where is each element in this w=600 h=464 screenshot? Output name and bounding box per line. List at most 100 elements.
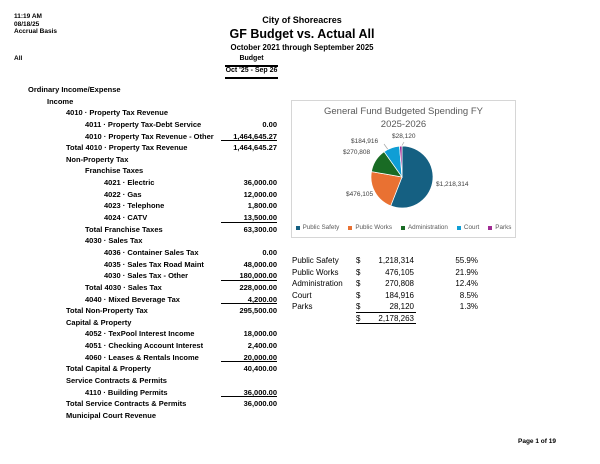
report-row: 4022 · Gas 12,000.00 [0,189,290,201]
account-label: Franchise Taxes [85,166,144,176]
budget-amount: 12,000.00 [243,189,277,199]
account-label: Non-Property Tax [66,154,129,164]
legend-item-court: Court [456,224,479,231]
pie-label-administration: $270,808 [343,149,371,156]
report-row: 4036 · Container Sales Tax 0.00 [0,247,290,259]
summary-percent [416,313,478,325]
budget-amount: 0.00 [262,247,277,257]
legend-label: Parks [495,224,512,231]
column-rule-bottom [225,77,278,79]
account-label: Total Capital & Property [66,364,151,374]
summary-category: Public Works [292,267,339,277]
legend-marker [456,225,461,230]
account-label: 4060 · Leases & Rentals Income [85,352,199,362]
spending-pie-chart: General Fund Budgeted Spending FY 2025-2… [291,100,516,238]
report-row: Total 4010 · Property Tax Revenue 1,464,6… [0,142,290,154]
budget-amount: 0.00 [262,119,277,129]
account-label: Total Service Contracts & Permits [66,399,187,409]
report-row: 4051 · Checking Account Interest 2,400.00 [0,340,290,352]
legend-label: Public Safety [302,224,340,231]
budget-amount: 1,800.00 [247,201,277,211]
report-row: 4011 · Property Tax-Debt Service 0.00 [0,119,290,131]
budget-amount: 13,500.00 [221,212,277,223]
account-label: Capital & Property [66,317,132,327]
report-row: Total Franchise Taxes 63,300.00 [0,224,290,236]
summary-amount: 184,916 [385,290,414,300]
currency-symbol: $ [356,290,361,300]
summary-percent: 1.3% [459,302,478,311]
budget-amount: 20,000.00 [221,352,277,363]
summary-amount: 476,105 [385,267,414,277]
report-row: 4060 · Leases & Rentals Income 20,000.00 [0,352,290,364]
report-row: Capital & Property [0,317,290,329]
budget-amount: 36,000.00 [221,387,277,398]
legend-item-public-safety: Public Safety [295,224,340,231]
accounting-basis: Accrual Basis [14,28,57,36]
budget-amount: 40,400.00 [243,364,277,374]
budget-amount: 63,300.00 [243,224,277,234]
company-name: City of Shoreacres [262,15,342,25]
legend-marker [295,225,300,230]
currency-symbol: $ [356,302,361,311]
account-label: Service Contracts & Permits [66,376,167,386]
summary-amount: 1,218,314 [378,256,414,265]
summary-category: Court [292,290,312,300]
report-meta: 11:19 AM 08/18/25 Accrual Basis [14,13,57,36]
account-label: 4051 · Checking Account Interest [85,341,204,351]
report-row: Total Non-Property Tax 295,500.00 [0,305,290,317]
report-row: Non-Property Tax [0,154,290,166]
account-label: Ordinary Income/Expense [28,85,121,94]
report-row: 4030 · Sales Tax - Other 180,000.00 [0,270,290,282]
pie-slice-parks [399,145,403,178]
currency-symbol: $ [356,313,361,323]
account-label: 4022 · Gas [104,189,142,199]
budget-amount: 180,000.00 [221,270,277,281]
report-row: Total Capital & Property 40,400.00 [0,363,290,375]
column-header-budget: Budget [239,55,264,62]
report-row: 4021 · Electric 36,000.00 [0,177,290,189]
report-row: 4052 · TexPool Interest Income 18,000.00 [0,328,290,340]
pie-slice-public-safety [390,145,434,209]
summary-category: Administration [292,279,343,288]
spending-summary-table: Public Safety $1,218,314 55.9% Public Works… [292,255,478,324]
account-label: 4024 · CATV [104,213,148,223]
budget-amount: 1,464,645.27 [221,131,277,142]
column-rule-top [225,65,278,67]
account-label: 4023 · Telephone [104,201,165,211]
report-date: 08/18/25 [14,20,40,28]
legend-item-parks: Parks [488,224,511,231]
budget-amount: 295,500.00 [239,306,277,316]
account-label: 4040 · Mixed Beverage Tax [85,294,180,304]
account-label: Municipal Court Revenue [66,410,157,420]
summary-row: Public Works $476,105 21.9% [292,267,478,279]
page-number: Page 1 of 19 [518,438,556,445]
class-filter-label: All [14,55,23,62]
pie-label-public-works: $476,105 [346,191,374,198]
report-row: Income [0,96,290,108]
account-label: Income [47,96,74,106]
account-label: 4010 · Property Tax Revenue - Other [85,131,214,141]
pie-label-public-safety: $1,218,314 [436,181,469,188]
report-row: Ordinary Income/Expense [0,84,290,96]
report-time: 11:19 AM [14,13,42,20]
report-period: October 2021 through September 2025 [230,43,374,52]
summary-amount-group: $270,808 [356,278,416,290]
pie-label-parks: $28,120 [392,133,416,140]
summary-row: Administration $270,808 12.4% [292,278,478,290]
legend-label: Administration [407,224,448,231]
report-row: 4040 · Mixed Beverage Tax 4,200.00 [0,294,290,306]
account-label: 4052 · TexPool Interest Income [85,329,195,339]
legend-marker [400,225,405,230]
summary-amount-group: $184,916 [356,290,416,302]
account-label: 4035 · Sales Tax Road Maint [104,259,204,269]
account-label: 4010 · Property Tax Revenue [66,108,168,118]
chart-legend: Public Safety Public Works Administration C… [292,224,515,231]
budget-amount: 48,000.00 [243,259,277,269]
account-label: 4021 · Electric [104,178,155,188]
account-label: 4036 · Container Sales Tax [104,247,199,257]
report-row: 4010 · Property Tax Revenue [0,107,290,119]
report-row: 4110 · Building Permits 36,000.00 [0,387,290,399]
currency-symbol: $ [356,267,361,277]
report-header: City of Shoreacres GF Budget vs. Actual … [152,15,452,52]
budget-amount: 36,000.00 [243,178,277,188]
